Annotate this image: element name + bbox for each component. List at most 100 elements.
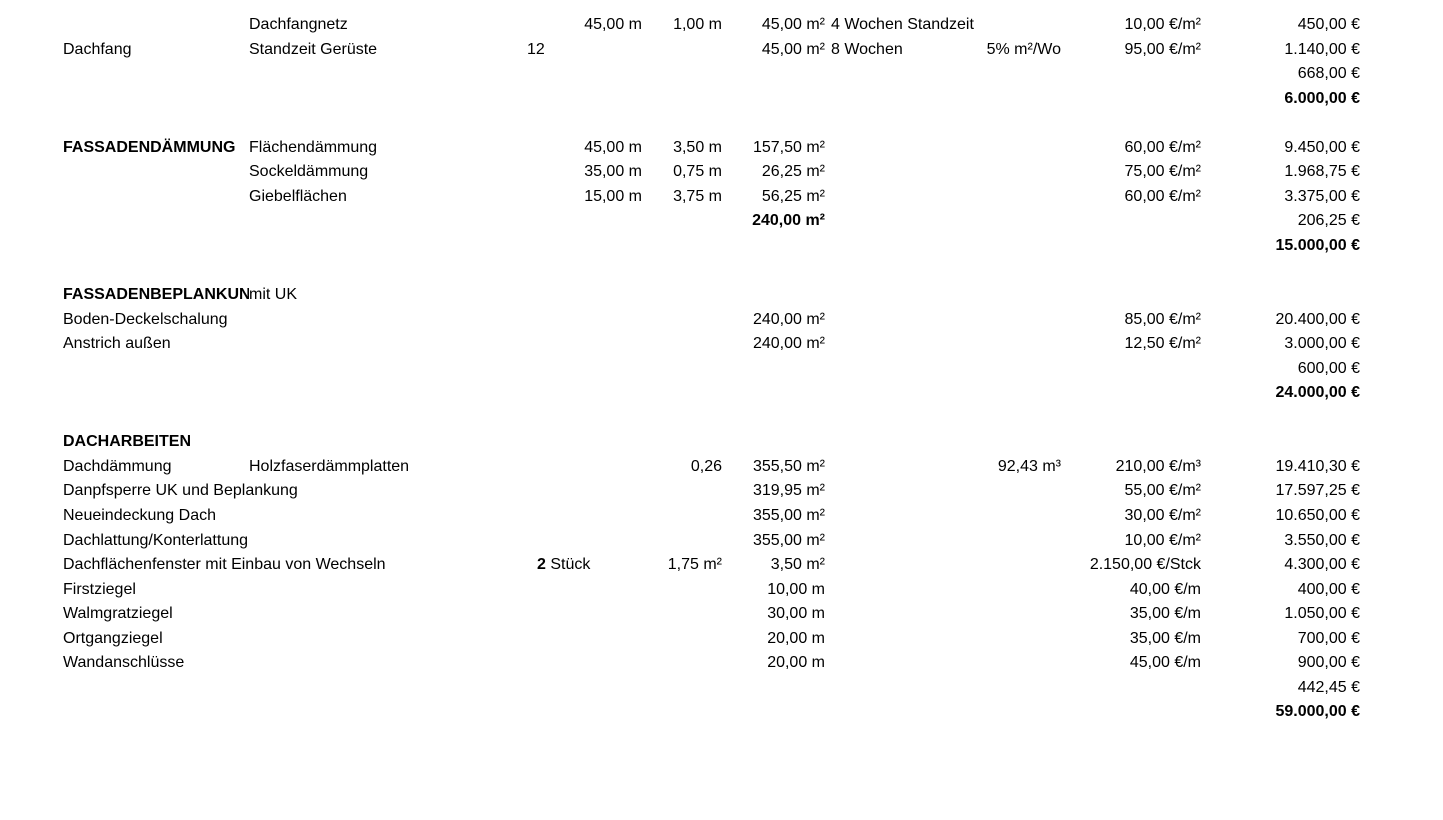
cell-f: 30,00 m xyxy=(767,605,825,623)
cell-f: 355,50 m² xyxy=(752,457,825,475)
table-row: Dachfangnetz 45,00 m 1,00 m 45,00 m² 4 Woche… xyxy=(0,13,1443,37)
cell-a: Neueindeckung Dach xyxy=(63,507,216,524)
table-row: FASSADENBEPLANKUNG mit UK xyxy=(0,283,1443,307)
table-row xyxy=(0,406,1443,430)
cell-f: 240,00 m² xyxy=(752,335,825,353)
cell-f: 45,00 m² xyxy=(761,40,825,58)
cell-b: Dachfangnetz xyxy=(249,16,348,33)
cell-i: 206,25 € xyxy=(1297,212,1360,230)
cell-b: Sockeldämmung xyxy=(249,163,369,181)
table-row: 59.000,00 € xyxy=(0,700,1443,724)
cell-h: 45,00 €/m xyxy=(1129,654,1201,672)
cell-e: 1,75 m² xyxy=(667,556,722,574)
table-row: Giebelflächen 15,00 m 3,75 m 56,25 m² 60,00 … xyxy=(0,185,1443,209)
cell-i: 10.650,00 € xyxy=(1275,507,1360,524)
cell-b: Flächendämmung xyxy=(249,138,378,156)
table-row: 24.000,00 € xyxy=(0,381,1443,405)
cell-h: 10,00 €/m² xyxy=(1124,16,1201,33)
cell-e: 1,00 m xyxy=(673,16,722,33)
cell-i: 1.050,00 € xyxy=(1284,605,1360,623)
cell-b: Holzfaserdämmplatten xyxy=(249,457,410,475)
cell-a: DACHARBEITEN xyxy=(63,433,191,451)
cell-a: Anstrich außen xyxy=(63,335,171,353)
cell-h: 35,00 €/m xyxy=(1129,629,1201,647)
table-row: Wandanschlüsse 20,00 m 45,00 €/m 900,00 € xyxy=(0,651,1443,675)
cell-i: 3.000,00 € xyxy=(1284,335,1360,353)
cell-h: 210,00 €/m³ xyxy=(1115,457,1201,475)
cell-i: 450,00 € xyxy=(1297,16,1360,33)
cell-h: 85,00 €/m² xyxy=(1124,310,1201,328)
cell-f2: 4 Wochen Standzeit xyxy=(831,16,974,33)
table-row: 600,00 € xyxy=(0,357,1443,381)
cell-i: 9.450,00 € xyxy=(1284,138,1360,156)
cell-h: 35,00 €/m xyxy=(1129,605,1201,623)
cell-f2: 8 Wochen xyxy=(831,40,903,58)
cell-i: 1.140,00 € xyxy=(1284,40,1360,58)
cell-a: Dachlattung/Konterlattung xyxy=(63,531,249,549)
cell-a: FASSADENBEPLANKUNG xyxy=(63,286,249,304)
cell-g: 92,43 m³ xyxy=(997,457,1061,475)
cell-h: 95,00 €/m² xyxy=(1124,40,1201,58)
table-row: Sockeldämmung 35,00 m 0,75 m 26,25 m² 75,00 … xyxy=(0,160,1443,184)
table-row: DACHARBEITEN xyxy=(0,430,1443,454)
cell-e: 3,75 m xyxy=(673,187,722,205)
table-row: Dachdämmung Holzfaserdämmplatten 0,26 355,5… xyxy=(0,455,1443,479)
cell-f: 10,00 m xyxy=(767,580,825,598)
table-row xyxy=(0,111,1443,135)
table-row: Walmgratziegel 30,00 m 35,00 €/m 1.050,00 € xyxy=(0,602,1443,626)
cell-i: 6.000,00 € xyxy=(1284,89,1360,107)
cell-h: 40,00 €/m xyxy=(1129,580,1201,598)
cell-i: 1.968,75 € xyxy=(1284,163,1360,181)
cell-h: 55,00 €/m² xyxy=(1124,482,1201,500)
table-row: Neueindeckung Dach 355,00 m² 30,00 €/m² 10.… xyxy=(0,504,1443,528)
cell-d: 35,00 m xyxy=(584,163,642,181)
table-row: 6.000,00 € xyxy=(0,87,1443,111)
cell-a: Danpfsperre UK und Beplankung xyxy=(63,482,298,500)
cell-f: 355,00 m² xyxy=(752,531,825,549)
cell-f: 157,50 m² xyxy=(752,138,825,156)
cell-h: 12,50 €/m² xyxy=(1124,335,1201,353)
table-row: 668,00 € xyxy=(0,62,1443,86)
table-row: 15.000,00 € xyxy=(0,234,1443,258)
cell-i: 668,00 € xyxy=(1297,65,1360,83)
table-row: Dachlattung/Konterlattung 355,00 m² 10,00 … xyxy=(0,529,1443,553)
cell-i: 20.400,00 € xyxy=(1275,310,1360,328)
cell-f: 45,00 m² xyxy=(761,16,825,33)
table-row: Dachflächenfenster mit Einbau von Wechse… xyxy=(0,553,1443,577)
cell-a: Dachfang xyxy=(63,40,132,58)
cell-e: 0,26 xyxy=(690,457,722,475)
cell-f: 26,25 m² xyxy=(761,163,825,181)
table-row: 442,45 € xyxy=(0,676,1443,700)
cell-a: Boden-Deckelschalung xyxy=(63,310,228,328)
cell-i: 400,00 € xyxy=(1297,580,1360,598)
cell-i: 600,00 € xyxy=(1297,359,1360,377)
cell-d: 15,00 m xyxy=(584,187,642,205)
cell-i: 17.597,25 € xyxy=(1275,482,1360,500)
table-row: FASSADENDÄMMUNG Flächendämmung 45,00 m 3,50… xyxy=(0,136,1443,160)
cell-i: 15.000,00 € xyxy=(1275,236,1360,254)
cell-c: 12 xyxy=(527,40,545,58)
cell-d: 45,00 m xyxy=(584,16,642,33)
cell-h: 2.150,00 €/Stck xyxy=(1089,556,1201,574)
cell-d: 45,00 m xyxy=(584,138,642,156)
table-row: Firstziegel 10,00 m 40,00 €/m 400,00 € xyxy=(0,578,1443,602)
cell-f: 240,00 m² xyxy=(752,310,825,328)
cell-g: 5% m²/Wo xyxy=(986,40,1061,58)
table-row: Anstrich außen 240,00 m² 12,50 €/m² 3.000,0… xyxy=(0,332,1443,356)
cell-i: 59.000,00 € xyxy=(1275,703,1360,721)
cell-i: 24.000,00 € xyxy=(1275,384,1360,402)
cell-i: 19.410,30 € xyxy=(1275,457,1360,475)
cell-f: 20,00 m xyxy=(767,654,825,672)
cell-e: 3,50 m xyxy=(673,138,722,156)
cell-a: Wandanschlüsse xyxy=(63,654,185,672)
table-row: Boden-Deckelschalung 240,00 m² 85,00 €/m² 2… xyxy=(0,308,1443,332)
cell-f: 3,50 m² xyxy=(770,556,825,574)
cell-a: FASSADENDÄMMUNG xyxy=(63,138,236,156)
cell-f: 319,95 m² xyxy=(752,482,825,500)
cell-b: Giebelflächen xyxy=(249,187,347,205)
table-row: Danpfsperre UK und Beplankung 319,95 m² 55… xyxy=(0,479,1443,503)
cell-f: 355,00 m² xyxy=(752,507,825,524)
cell-i: 3.375,00 € xyxy=(1284,187,1360,205)
quantity-number: 2 xyxy=(537,556,546,574)
cell-i: 3.550,00 € xyxy=(1284,531,1360,549)
